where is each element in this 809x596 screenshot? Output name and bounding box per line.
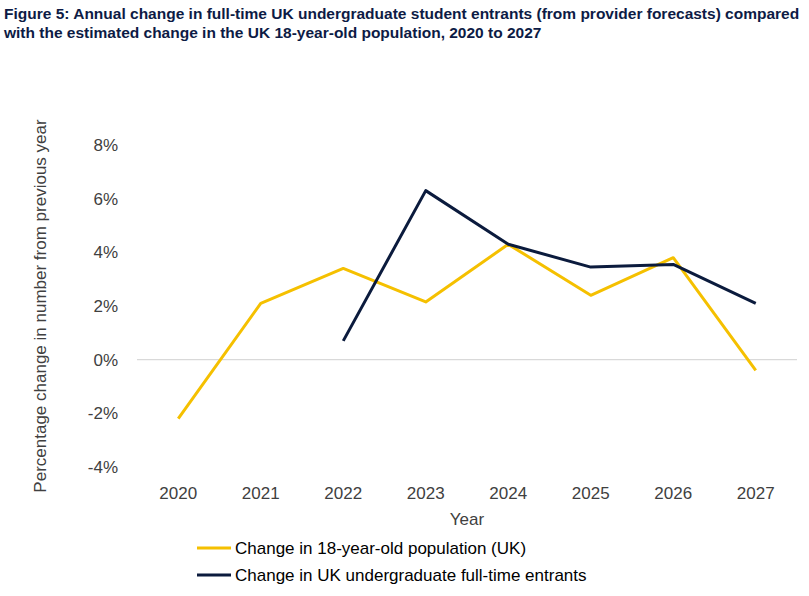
y-tick-label: 8% bbox=[93, 136, 118, 155]
y-tick-label: -4% bbox=[88, 458, 118, 477]
y-tick-label: 6% bbox=[93, 190, 118, 209]
x-axis-label: Year bbox=[450, 510, 485, 529]
x-tick-label: 2023 bbox=[407, 484, 445, 503]
y-tick-label: 4% bbox=[93, 243, 118, 262]
y-tick-label: -2% bbox=[88, 404, 118, 423]
y-tick-label: 0% bbox=[93, 351, 118, 370]
x-tick-label: 2020 bbox=[159, 484, 197, 503]
x-tick-label: 2027 bbox=[737, 484, 775, 503]
y-axis-label: Percentage change in number from previou… bbox=[31, 119, 50, 493]
chart-title: Figure 5: Annual change in full-time UK … bbox=[4, 4, 804, 42]
series-line bbox=[343, 191, 756, 341]
x-axis-line bbox=[137, 359, 797, 360]
x-tick-label: 2021 bbox=[242, 484, 280, 503]
chart: -4% -2% 0% 2% 4% 6% 8% 2020 2021 2022 2023 2024 2025… bbox=[0, 0, 809, 596]
x-tick-label: 2024 bbox=[489, 484, 527, 503]
x-tick-label: 2022 bbox=[324, 484, 362, 503]
x-tick-label: 2025 bbox=[572, 484, 610, 503]
legend-label: Change in 18-year-old population (UK) bbox=[235, 539, 526, 558]
x-tick-label: 2026 bbox=[654, 484, 692, 503]
plot-area bbox=[178, 191, 756, 419]
y-tick-label: 2% bbox=[93, 297, 118, 316]
legend-swatch bbox=[197, 574, 231, 577]
series-line bbox=[178, 244, 756, 418]
legend-label: Change in UK undergraduate full-time ent… bbox=[235, 566, 587, 585]
legend-swatch bbox=[197, 547, 231, 550]
